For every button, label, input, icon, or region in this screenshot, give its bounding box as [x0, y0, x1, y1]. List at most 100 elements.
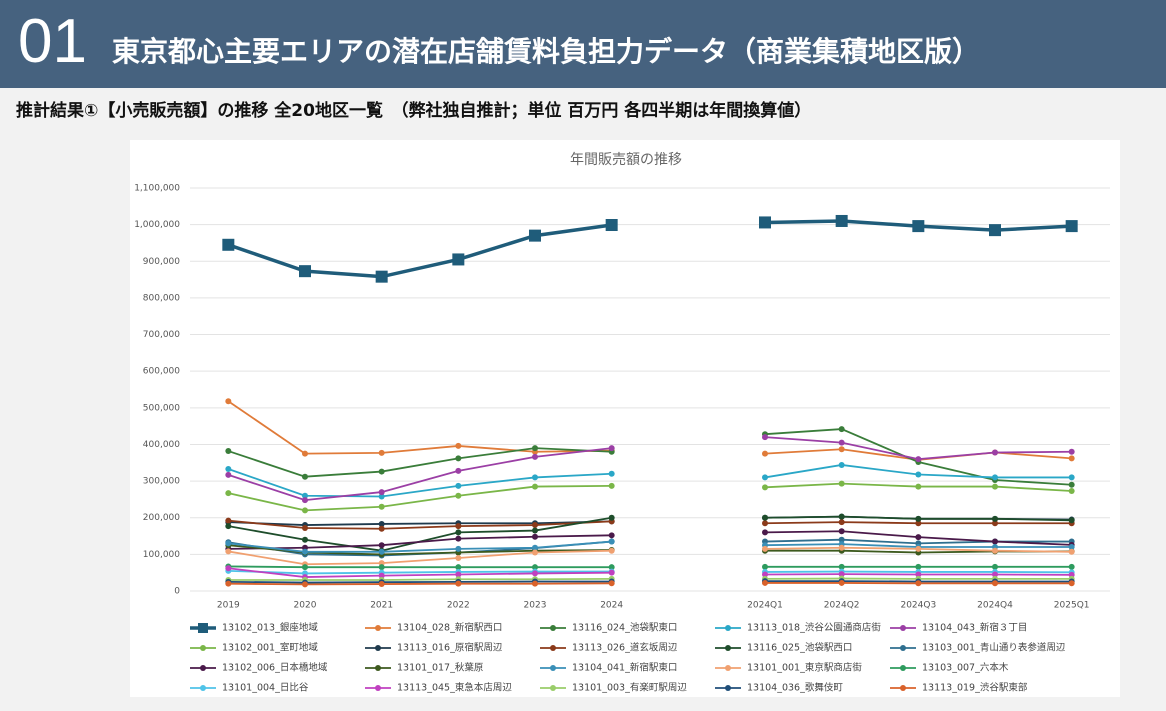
data-point	[838, 461, 845, 468]
data-point	[838, 563, 845, 570]
data-point	[302, 524, 308, 531]
legend-label: 13104_041_新宿駅東口	[572, 662, 677, 674]
data-point	[762, 434, 768, 441]
legend-label: 13113_045_東急本店周辺	[397, 682, 512, 694]
legend-marker	[900, 645, 906, 651]
header: 01 東京都心主要エリアの潜在店舗賃料負担力データ（商業集積地区版）	[0, 0, 1166, 88]
data-point	[225, 540, 232, 547]
y-tick-label: 100,000	[143, 550, 180, 560]
data-point	[225, 580, 232, 587]
data-point	[532, 527, 538, 534]
data-point	[915, 520, 922, 527]
data-point	[608, 538, 615, 545]
legend-marker	[550, 625, 556, 631]
data-point	[225, 448, 232, 455]
y-tick-label: 400,000	[143, 440, 180, 450]
data-point	[225, 517, 232, 524]
data-point	[838, 446, 845, 453]
data-point	[915, 471, 922, 478]
data-point	[915, 545, 922, 552]
y-tick-label: 200,000	[143, 513, 180, 523]
data-point	[225, 490, 232, 497]
data-point	[1068, 563, 1075, 570]
data-point	[378, 572, 385, 579]
data-point	[992, 483, 998, 490]
data-point	[532, 533, 538, 540]
y-tick-label: 500,000	[143, 403, 180, 413]
legend-label: 13102_001_室町地域	[222, 642, 318, 654]
data-point	[302, 564, 308, 571]
data-point	[302, 450, 308, 457]
legend-marker	[375, 645, 381, 651]
data-point	[838, 426, 845, 433]
legend-marker	[725, 665, 731, 671]
data-point	[762, 545, 768, 552]
legend-marker	[200, 645, 206, 651]
data-point	[838, 519, 845, 526]
data-point	[608, 470, 615, 477]
y-tick-label: 700,000	[143, 330, 180, 340]
chart-panel	[130, 140, 1120, 697]
data-point	[302, 492, 308, 499]
data-point	[532, 580, 538, 587]
data-point	[302, 473, 308, 480]
data-point	[302, 536, 308, 543]
x-tick-label: 2024Q2	[824, 601, 860, 611]
data-point	[532, 522, 538, 529]
data-point	[992, 520, 998, 527]
data-point	[378, 503, 385, 510]
data-point	[532, 570, 538, 577]
data-point	[455, 564, 462, 571]
data-point	[1068, 474, 1075, 481]
data-point	[915, 515, 922, 522]
data-point	[1068, 455, 1075, 462]
legend-label: 13113_018_渋谷公園通商店街	[747, 622, 881, 634]
data-point	[608, 580, 615, 587]
x-tick-label: 2020	[294, 601, 317, 611]
data-point	[992, 580, 998, 587]
data-point	[992, 547, 998, 554]
page-title: 東京都心主要エリアの潜在店舗賃料負担力データ（商業集積地区版）	[112, 35, 981, 68]
x-tick-label: 2022	[447, 601, 470, 611]
data-point	[378, 548, 385, 555]
data-point	[992, 474, 998, 481]
data-point	[225, 466, 232, 473]
data-point	[838, 544, 845, 551]
legend-label: 13116_024_池袋駅東口	[572, 622, 677, 634]
data-point	[838, 571, 845, 578]
legend-marker	[900, 665, 906, 671]
legend-marker	[900, 685, 906, 691]
data-point	[838, 439, 845, 446]
data-point	[762, 474, 768, 481]
data-point	[302, 548, 308, 555]
data-point	[915, 563, 922, 570]
data-point	[992, 563, 998, 570]
data-point	[378, 581, 385, 588]
legend-marker	[550, 645, 556, 651]
data-point	[1068, 548, 1075, 555]
data-point	[532, 453, 538, 460]
data-point	[762, 514, 768, 521]
data-point	[762, 563, 768, 570]
data-point	[532, 483, 538, 490]
data-point	[225, 398, 232, 405]
legend-label: 13101_003_有楽町駅周辺	[572, 682, 687, 694]
data-point	[835, 214, 848, 227]
x-tick-label: 2024	[600, 601, 623, 611]
data-point	[378, 564, 385, 571]
legend-marker	[375, 625, 381, 631]
data-point	[455, 523, 462, 530]
x-tick-label: 2023	[524, 601, 547, 611]
data-point	[455, 545, 462, 552]
data-point	[762, 529, 768, 536]
legend-marker	[725, 625, 731, 631]
data-point	[378, 493, 385, 500]
data-point	[762, 571, 768, 578]
data-point	[455, 580, 462, 587]
y-tick-label: 0	[174, 587, 180, 597]
data-point	[1068, 487, 1075, 494]
legend-marker	[198, 623, 208, 633]
data-point	[378, 489, 385, 496]
data-point	[759, 216, 771, 229]
legend-marker	[900, 625, 906, 631]
